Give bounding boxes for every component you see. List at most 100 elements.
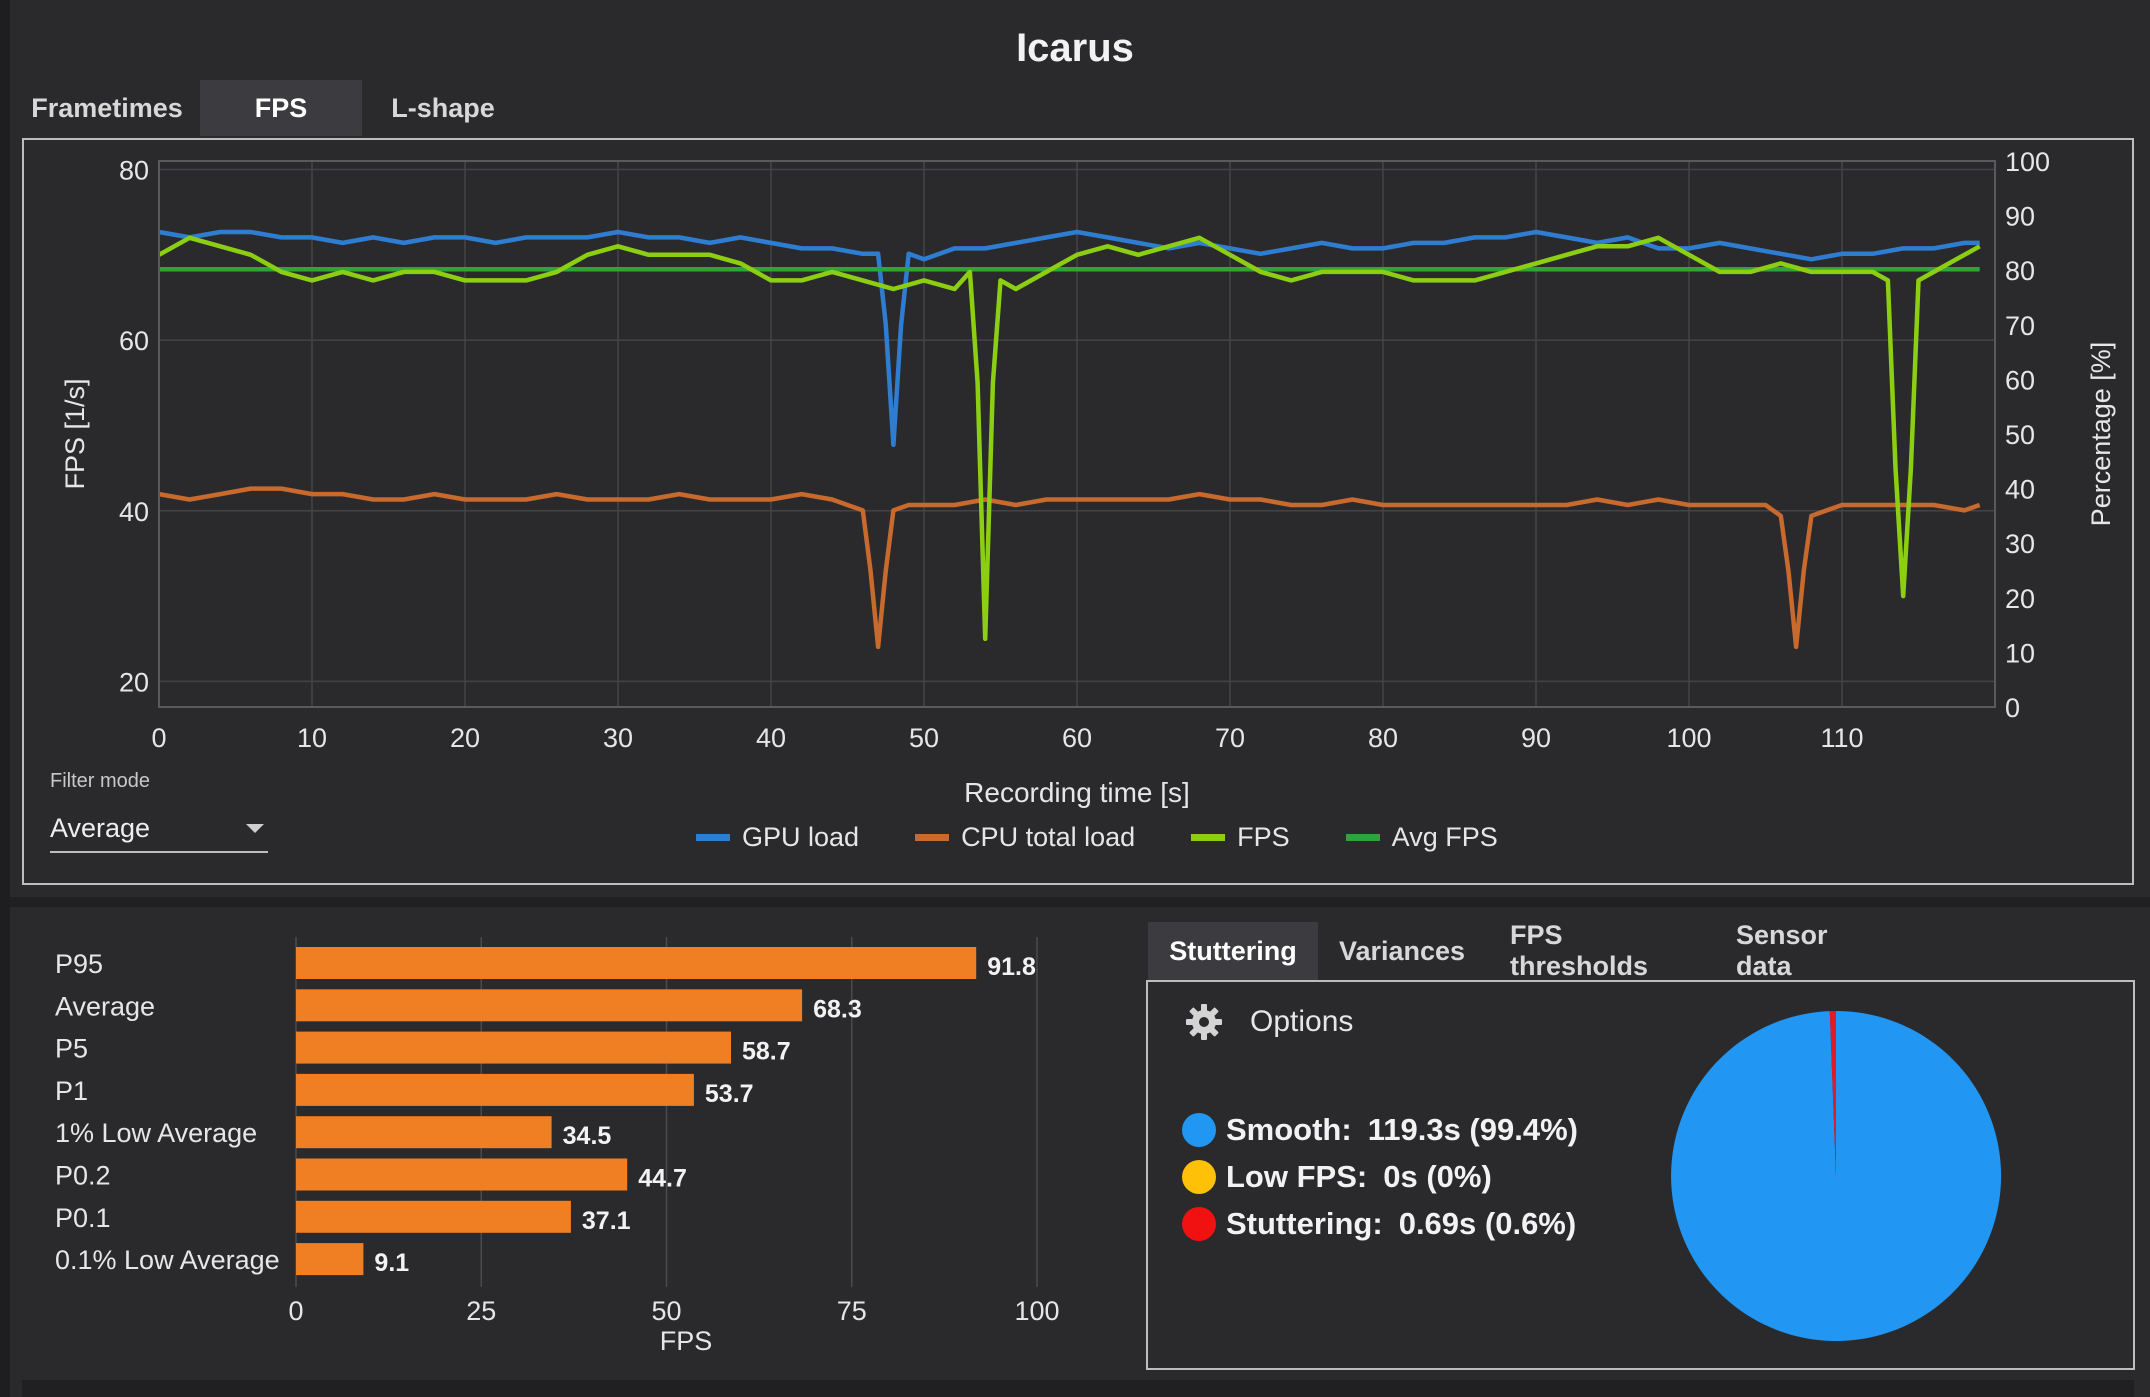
y-tick-label: 60 — [119, 326, 149, 356]
pie-slice-smooth — [1671, 1011, 2002, 1341]
bar-category-label: P0.1 — [55, 1203, 111, 1233]
x-tick-label: 40 — [756, 723, 786, 753]
bar-category-label: P95 — [55, 949, 103, 979]
bar-category-label: P5 — [55, 1034, 88, 1064]
x-tick-label: 70 — [1215, 723, 1245, 753]
bar-value-label: 9.1 — [374, 1249, 409, 1277]
bar-average — [296, 989, 803, 1022]
bar-x-tick-label: 75 — [837, 1296, 867, 1326]
legend-swatch — [1345, 834, 1380, 841]
filter-mode: Filter mode Average — [50, 770, 268, 853]
y-axis-label: FPS [1/s] — [60, 378, 90, 489]
bar-category-label: 1% Low Average — [55, 1118, 257, 1148]
y-right-tick-label: 30 — [2005, 529, 2035, 559]
legend-gpu-load[interactable]: GPU load — [696, 822, 859, 853]
filter-mode-label: Filter mode — [50, 770, 151, 792]
stat-low-fps: Low FPS: 0s (0%) — [1182, 1153, 1578, 1200]
bar-category-label: Average — [55, 991, 155, 1021]
stuttering-panel: Options Smooth: 119.3s (99.4%) Low FPS: … — [1146, 980, 2135, 1370]
x-tick-label: 20 — [450, 723, 480, 753]
bar-value-label: 44.7 — [638, 1165, 687, 1193]
x-tick-label: 100 — [1666, 723, 1711, 753]
bar-x-tick-label: 25 — [466, 1296, 496, 1326]
filter-mode-value: Average — [50, 812, 151, 843]
filter-mode-select[interactable]: Average — [50, 805, 268, 853]
x-tick-label: 10 — [297, 723, 327, 753]
bar-p0-2 — [296, 1158, 628, 1191]
bar-1-low-average — [296, 1116, 552, 1149]
legend-avg-fps[interactable]: Avg FPS — [1345, 822, 1498, 853]
fps-line-chart: 0 10 20 30 40 50 60 70 80 90 100 110 20 40 60 80 0 10 20 30… — [60, 147, 2116, 808]
x-tick-label: 80 — [1368, 723, 1398, 753]
chart-legend: GPU load CPU total load FPS Avg FPS — [696, 822, 1498, 853]
bar-0-1-low-average — [296, 1243, 364, 1276]
smooth-dot-icon — [1182, 1112, 1216, 1147]
footer-strip — [22, 1380, 2134, 1397]
y-right-tick-label: 0 — [2005, 693, 2020, 723]
tab-l-shape[interactable]: L-shape — [391, 92, 495, 123]
y-right-tick-label: 90 — [2005, 202, 2035, 232]
bar-value-label: 91.8 — [987, 953, 1036, 981]
page-title: Icarus — [1016, 26, 1134, 70]
bar-category-label: 0.1% Low Average — [55, 1245, 280, 1275]
tab-sensor-data[interactable]: Sensor data — [1736, 920, 1828, 981]
chart-ticks: 0 10 20 30 40 50 60 70 80 90 100 110 20 40 60 80 0 10 20 30… — [119, 147, 2050, 753]
bar-x-axis-label: FPS — [660, 1326, 713, 1356]
chart-series — [157, 229, 1981, 650]
series-cpu-total-load-line — [158, 486, 1981, 650]
chevron-down-icon — [246, 823, 264, 833]
legend-swatch — [696, 834, 730, 841]
bar-category-label: P1 — [55, 1076, 88, 1106]
stat-stuttering: Stuttering: 0.69s (0.6%) — [1182, 1200, 1578, 1247]
stutter-pie-chart — [1671, 1011, 2002, 1341]
bar-category-label: P0.2 — [55, 1161, 111, 1191]
legend-cpu-total-load[interactable]: CPU total load — [915, 822, 1135, 853]
bar-x-tick-label: 100 — [1014, 1296, 1059, 1326]
tab-stuttering[interactable]: Stuttering — [1148, 922, 1318, 980]
bar-labels: P95 91.8 Average 68.3 P5 58.7 P1 53.7 1% Low Ave… — [55, 949, 1036, 1277]
tab-variances[interactable]: Variances — [1338, 935, 1466, 966]
tab-fps[interactable]: FPS — [200, 80, 362, 136]
legend-swatch — [1191, 834, 1226, 841]
fps-chart-panel — [22, 138, 2134, 885]
window-left-edge — [0, 0, 10, 1397]
x-tick-label: 50 — [909, 723, 939, 753]
x-axis-label: Recording time [s] — [964, 777, 1190, 808]
bar-p5 — [296, 1031, 731, 1064]
legend-fps[interactable]: FPS — [1191, 822, 1290, 853]
fps-metrics-bar-chart: P95 91.8 Average 68.3 P5 58.7 P1 53.7 1% Low Ave… — [55, 937, 1060, 1356]
series-fps-line — [157, 235, 1981, 642]
stat-smooth: Smooth: 119.3s (99.4%) — [1182, 1106, 1578, 1153]
bar-marks — [296, 947, 977, 1276]
x-tick-label: 30 — [603, 723, 633, 753]
tab-fps-thresholds[interactable]: FPS thresholds — [1510, 920, 1649, 981]
x-tick-label: 60 — [1062, 723, 1092, 753]
bar-p0-1 — [296, 1200, 571, 1233]
stuttering-dot-icon — [1182, 1206, 1216, 1241]
bar-value-label: 68.3 — [813, 995, 862, 1023]
pie-slices — [1671, 1011, 2002, 1341]
bar-value-label: 37.1 — [582, 1207, 631, 1235]
x-tick-label: 110 — [1820, 723, 1863, 753]
y-right-tick-label: 70 — [2005, 311, 2035, 341]
bar-p95 — [296, 947, 977, 979]
y-right-tick-label: 20 — [2005, 584, 2035, 614]
stutter-stats: Smooth: 119.3s (99.4%) Low FPS: 0s (0%) … — [1182, 1106, 1578, 1247]
y-right-tick-label: 60 — [2005, 365, 2035, 395]
bar-x-tick-label: 50 — [651, 1296, 681, 1326]
y-right-tick-label: 10 — [2005, 638, 2035, 668]
low-fps-dot-icon — [1182, 1159, 1216, 1194]
options-label: Options — [1250, 1005, 1354, 1038]
options-button[interactable]: Options — [1184, 1002, 1353, 1042]
panel-separator — [10, 897, 2150, 907]
x-tick-label: 0 — [151, 723, 166, 753]
y-right-tick-label: 100 — [2005, 147, 2050, 177]
y-right-tick-label: 50 — [2005, 420, 2035, 450]
legend-swatch — [915, 834, 950, 841]
tab-frametimes[interactable]: Frametimes — [31, 92, 183, 123]
top-tab-bar: Frametimes FPS L-shape — [14, 80, 524, 136]
bar-p1 — [296, 1073, 694, 1106]
y-tick-label: 80 — [119, 156, 149, 186]
series-gpu-load-line — [158, 229, 1980, 448]
gear-icon — [1186, 1004, 1222, 1040]
